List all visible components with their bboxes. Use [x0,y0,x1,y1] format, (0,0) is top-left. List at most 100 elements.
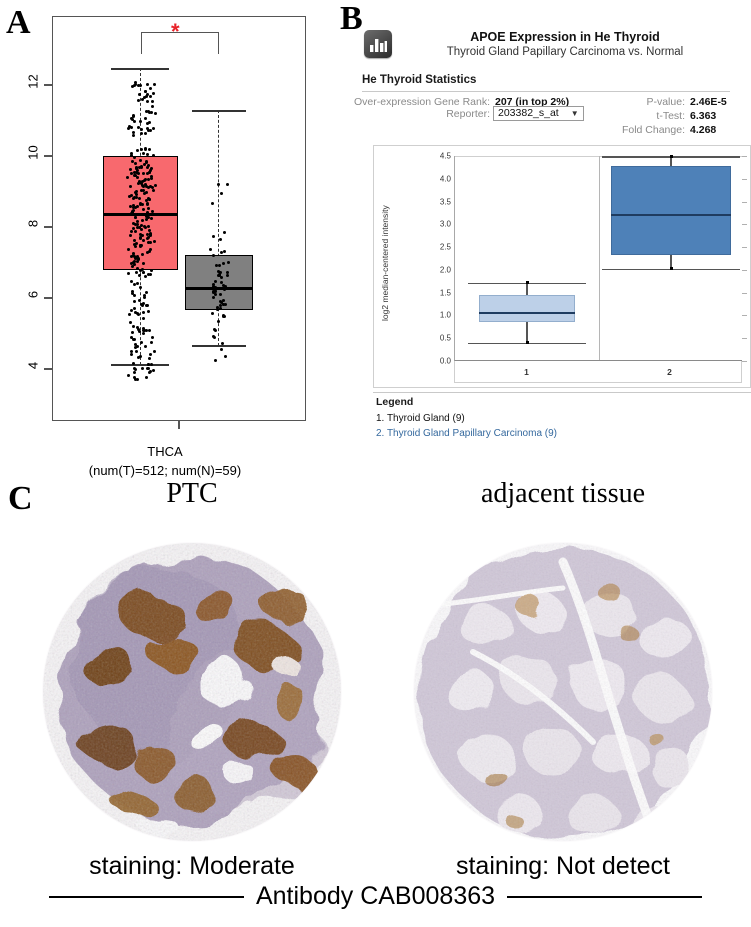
data-point [146,225,150,229]
panel-b-ytick-label: 4.0 [439,174,451,184]
data-point [126,126,130,130]
data-point [144,217,148,221]
data-point [135,205,139,209]
data-point [138,299,142,303]
data-point [148,232,152,236]
data-point [146,241,150,245]
data-point [152,153,156,157]
data-point [133,119,137,123]
panel-a-caption-line2: (num(T)=512; num(N)=59) [88,463,242,478]
data-point [141,233,145,237]
data-point [130,118,134,122]
data-point [137,313,141,317]
data-point [147,249,151,253]
data-point [149,176,153,180]
data-point [221,314,225,318]
panel-a-tickmark [44,84,52,86]
panel-c-letter: C [8,480,33,517]
data-point [144,182,148,186]
data-point [129,185,133,189]
data-point [222,231,226,235]
ihc-image-ptc [42,542,342,842]
data-point [127,248,131,252]
data-point [147,363,151,367]
legend-item-1: 1. Thyroid Gland (9) [376,413,465,424]
panel-c: C PTC adjacent tissue [0,470,751,927]
data-point [140,252,144,256]
data-point [127,272,131,276]
data-point [212,235,216,239]
data-point [218,238,222,242]
data-point [152,189,156,193]
data-point [222,261,226,265]
data-point [139,224,143,228]
data-point [226,274,230,278]
data-point [152,240,156,244]
data-point [140,367,144,371]
data-point [149,95,153,99]
data-point [140,303,144,307]
data-point [214,287,218,291]
data-point [220,347,224,351]
data-point [128,195,132,199]
data-point [134,242,138,246]
panel-b-tickmark [742,201,747,203]
panel-b-ytick-label: 3.5 [439,197,451,207]
ptc-title: PTC [166,478,218,509]
data-point [136,176,140,180]
data-point [139,228,143,232]
data-point [148,170,152,174]
data-point [215,305,219,309]
data-point [131,330,135,334]
data-point [213,335,217,339]
data-point [134,161,138,165]
data-point [137,172,141,176]
data-point [130,84,134,88]
data-point [148,169,152,173]
data-point [217,182,221,186]
data-point [136,327,140,331]
tumor-whisker-cap-bottom [111,364,169,366]
panel-a-letter: A [6,4,31,41]
data-point [135,195,139,199]
data-point [141,180,145,184]
data-point [151,209,155,213]
significance-asterisk: * [171,19,180,44]
data-point [132,196,136,200]
data-point [133,83,137,87]
panel-b-tickmark [742,361,747,362]
panel-b-median-1 [479,312,575,315]
data-point [131,226,135,230]
data-point [129,336,133,340]
panel-b-xtick-2: 2 [667,367,672,377]
data-point [144,329,148,333]
data-point [149,213,153,217]
data-point [154,183,158,187]
data-point [214,279,218,283]
data-point [135,349,139,353]
reporter-select[interactable]: 203382_s_at ▼ [493,106,584,121]
stats-divider [362,91,730,92]
adjacent-tissue-title: adjacent tissue [480,478,646,509]
data-point [130,309,134,313]
data-point [137,92,141,96]
data-point [146,186,150,190]
p-value-value: 2.46E-5 [690,96,727,108]
panel-b-whisker-point [669,267,673,271]
data-point [131,252,135,256]
data-point [214,264,218,268]
data-point [135,271,139,275]
p-value-label: P-value: [646,96,685,108]
gene-rank-label: Over-expression Gene Rank: [354,96,490,108]
data-point [149,86,153,90]
data-point [139,83,143,87]
data-point [213,359,217,363]
panel-a-ytick-8: 8 [25,219,41,228]
data-point [141,207,145,211]
data-point [136,125,140,129]
data-point [131,210,135,214]
legend-divider [373,392,751,393]
data-point [137,197,141,201]
stats-header: He Thyroid Statistics [362,74,477,86]
panel-b-ytick-label: 3.0 [439,219,451,229]
